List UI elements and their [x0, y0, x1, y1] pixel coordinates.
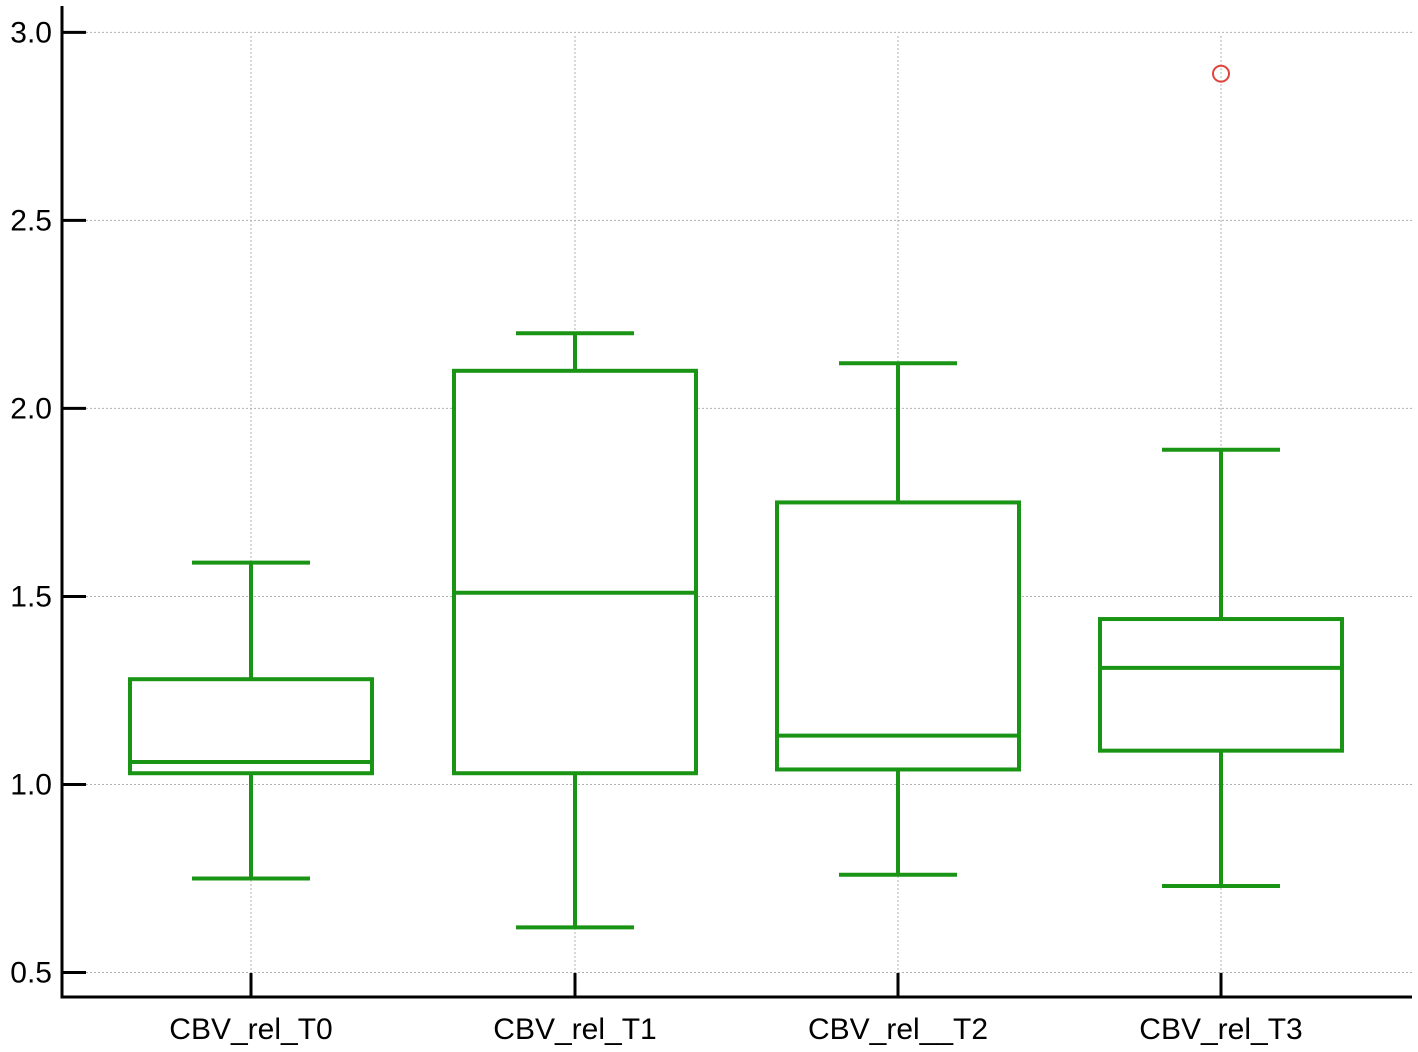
box-iqr-3: [1098, 617, 1344, 753]
box-iqr-0: [128, 677, 374, 776]
x-tick-label-3: CBV_rel_T3: [1139, 1013, 1302, 1046]
x-tick-label-1: CBV_rel_T1: [493, 1013, 656, 1046]
box-group-1: [452, 331, 698, 930]
box-group-3: [1098, 64, 1344, 889]
box-group-0: [128, 560, 374, 881]
axes: [60, 6, 1412, 999]
box-iqr-2: [775, 500, 1021, 772]
x-axis-ticks: CBV_rel_T0 CBV_rel_T1 CBV_rel__T2 CBV_rel_T…: [169, 973, 1303, 1046]
y-tick-label-0: 0.5: [10, 957, 52, 990]
box-iqr-1: [452, 368, 698, 776]
x-tick-label-0: CBV_rel_T0: [169, 1013, 332, 1046]
outlier-point-3-0: [1212, 64, 1230, 83]
box-group-2: [775, 361, 1021, 877]
grid-lines: [62, 31, 1412, 997]
x-tick-label-2: CBV_rel__T2: [808, 1013, 988, 1046]
y-tick-label-4: 2.5: [10, 204, 52, 237]
box-plot-series: [128, 64, 1344, 930]
y-tick-label-1: 1.0: [10, 769, 52, 802]
y-tick-label-2: 1.5: [10, 580, 52, 613]
y-tick-label-5: 3.0: [10, 16, 52, 49]
y-tick-label-3: 2.0: [10, 392, 52, 425]
y-axis-ticks: 0.5 1.0 1.5 2.0 2.5 3.0: [10, 16, 86, 990]
